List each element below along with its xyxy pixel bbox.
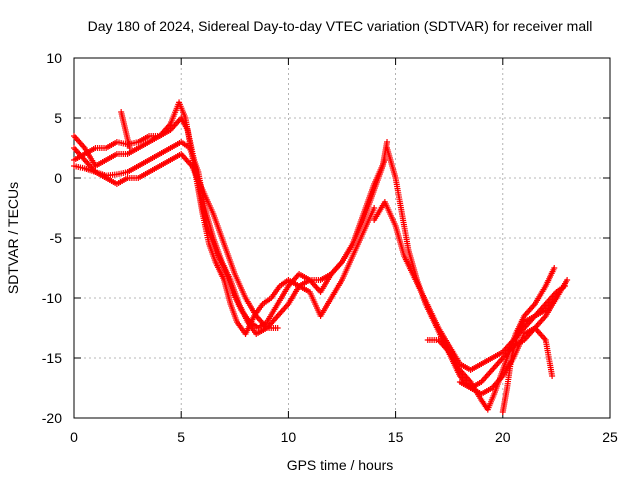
data-point (381, 157, 388, 163)
y-axis-label: SDTVAR / TECUs (5, 182, 21, 294)
data-point (561, 283, 568, 289)
y-tick-label: -10 (42, 290, 62, 306)
data-point (553, 295, 560, 301)
data-series-track-8 (424, 265, 558, 413)
data-point (549, 373, 556, 379)
data-point (564, 277, 571, 283)
y-axis-ticks: -20 -15 -10 -5 0 5 10 (42, 50, 610, 426)
data-point (384, 139, 391, 145)
data-point (274, 325, 281, 331)
x-axis-label: GPS time / hours (287, 457, 394, 473)
data-point (371, 205, 378, 211)
y-tick-label: -20 (42, 410, 62, 426)
data-series-track-5 (118, 109, 133, 151)
y-tick-label: -15 (42, 350, 62, 366)
x-axis-ticks: 0 5 10 15 20 25 (70, 58, 618, 445)
grid (74, 58, 610, 418)
data-series-track-2 (71, 115, 388, 331)
x-tick-label: 0 (70, 429, 78, 445)
data-point (126, 145, 133, 151)
data-points (71, 99, 571, 415)
data-point (551, 265, 558, 271)
data-series-track-10 (499, 295, 560, 415)
y-tick-label: 5 (54, 110, 62, 126)
x-tick-label: 15 (388, 429, 404, 445)
x-tick-label: 20 (495, 429, 511, 445)
y-tick-label: -5 (50, 230, 63, 246)
x-tick-label: 25 (602, 429, 618, 445)
x-tick-label: 5 (177, 429, 185, 445)
y-tick-label: 10 (46, 50, 62, 66)
chart-title: Day 180 of 2024, Sidereal Day-to-day VTE… (88, 18, 593, 34)
y-tick-label: 0 (54, 170, 62, 186)
data-series-track-1 (71, 99, 391, 337)
x-tick-label: 10 (281, 429, 297, 445)
data-series-track-7 (371, 199, 568, 373)
data-series-track-4 (71, 145, 281, 331)
